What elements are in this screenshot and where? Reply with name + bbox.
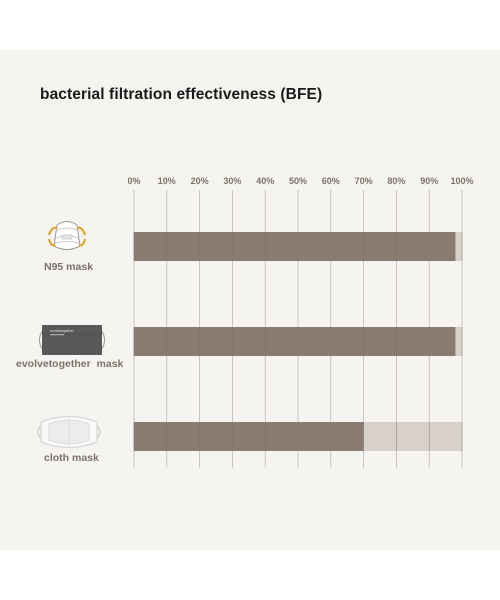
n95-mask-icon [48, 221, 86, 250]
chart-title: bacterial filtration effectiveness (BFE) [40, 86, 323, 103]
x-tick-label: 40% [256, 176, 274, 186]
bar [134, 422, 364, 451]
x-tick-label: 10% [158, 176, 176, 186]
x-tick-label: 50% [289, 176, 307, 186]
bar [134, 327, 456, 356]
x-tick-label: 20% [191, 176, 209, 186]
bar [134, 232, 456, 261]
chart-panel [0, 50, 500, 550]
category-label-evolvetogether: evolvetogether mask [16, 358, 124, 370]
x-tick-label: 60% [322, 176, 340, 186]
x-tick-label: 100% [450, 176, 473, 186]
x-tick-label: 80% [387, 176, 405, 186]
mask-print-text: evolvetogether [50, 329, 74, 333]
x-tick-label: 90% [420, 176, 438, 186]
category-label-cloth: cloth mask [44, 452, 99, 464]
x-tick-label: 0% [127, 176, 140, 186]
evolvetogether-mask-icon: evolvetogether [39, 325, 105, 355]
x-tick-label: 30% [223, 176, 241, 186]
category-label-n95: N95 mask [44, 261, 94, 273]
x-tick-label: 70% [355, 176, 373, 186]
cloth-mask-icon [37, 416, 101, 448]
